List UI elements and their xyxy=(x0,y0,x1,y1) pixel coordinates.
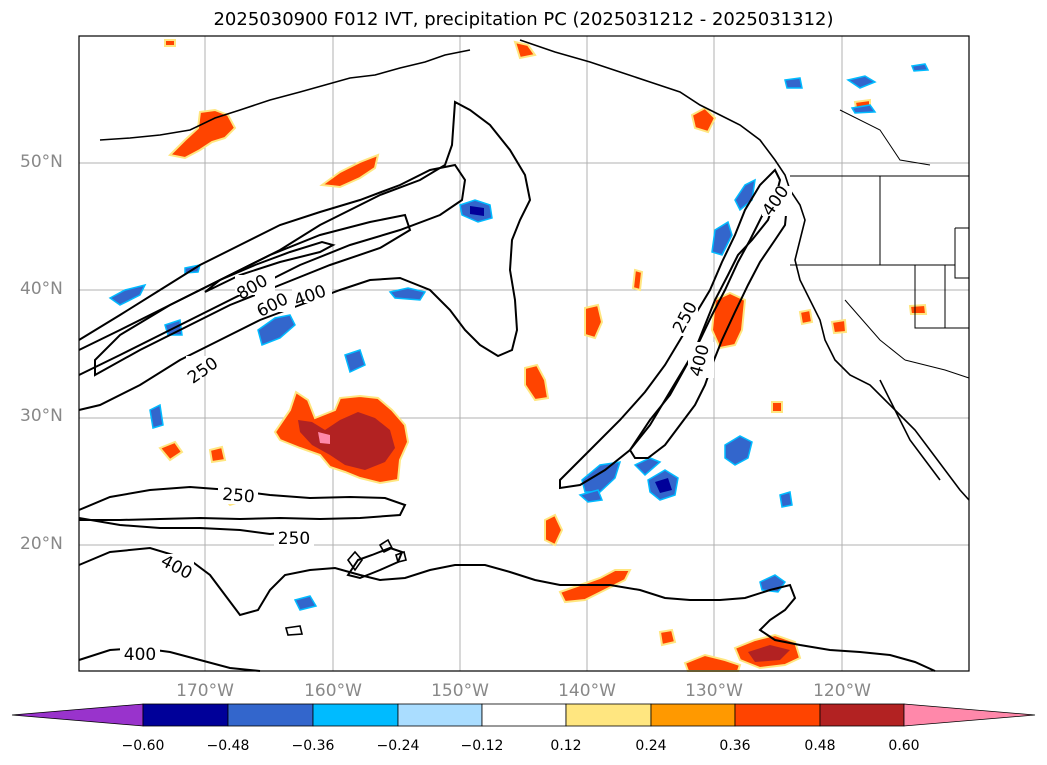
political-borders xyxy=(790,109,970,379)
colorbar-bin xyxy=(734,703,821,727)
contour-label-250: 250 xyxy=(278,529,310,549)
colorbar-bin xyxy=(819,703,905,727)
coastlines xyxy=(99,39,970,636)
lon-label-140w: 140°W xyxy=(558,681,616,701)
colorbar-tick: −0.60 xyxy=(121,738,165,754)
colorbar-tick: −0.36 xyxy=(291,738,335,754)
colorbar-extend-high xyxy=(903,703,1036,727)
colorbar-extend-low xyxy=(11,703,144,727)
aleutian-coast xyxy=(99,49,471,141)
lat-label-30n: 30°N xyxy=(20,406,63,426)
map-title: 2025030900 F012 IVT, precipitation PC (2… xyxy=(213,9,834,30)
colorbar-bin xyxy=(227,703,314,727)
lon-label-150w: 150°W xyxy=(431,681,489,701)
ivt-contour-800 xyxy=(204,240,336,293)
contour-label-400: 400 xyxy=(124,645,156,665)
precip-blob-nw xyxy=(167,108,237,160)
colorbar-tick: −0.12 xyxy=(460,738,504,754)
lon-label-170w: 170°W xyxy=(176,681,234,701)
precip-core-central xyxy=(298,412,395,470)
colorbar xyxy=(11,703,1036,727)
colorbar-bin xyxy=(397,703,483,727)
precip-positive-areas xyxy=(158,39,928,672)
contour-label-250: 250 xyxy=(221,485,255,508)
colorbar-bin xyxy=(312,703,399,727)
gridlines xyxy=(79,36,969,671)
ivt-contour-400-south xyxy=(78,546,936,672)
colorbar-bin xyxy=(142,703,229,727)
lat-label-50n: 50°N xyxy=(20,152,63,172)
colorbar-bin xyxy=(565,703,652,727)
colorbar-tick: 0.48 xyxy=(804,738,836,754)
map-background xyxy=(79,36,969,671)
precip-negative-areas xyxy=(108,63,930,611)
colorbar-tick: 0.60 xyxy=(888,738,920,754)
colorbar-tick: −0.48 xyxy=(206,738,250,754)
lat-label-20n: 20°N xyxy=(20,534,63,554)
ivt-contour-250-south xyxy=(78,485,407,521)
lat-label-40n: 40°N xyxy=(20,279,63,299)
ivt-contour-400-west xyxy=(78,163,467,376)
precip-pink-spot xyxy=(318,432,330,444)
lon-label-160w: 160°W xyxy=(304,681,362,701)
colorbar-tick: 0.36 xyxy=(719,738,751,754)
colorbar-bin xyxy=(650,703,736,727)
map-panel: 800 600 400 250 250 250 400 400 250 400 … xyxy=(78,35,970,672)
map-frame xyxy=(78,35,970,672)
colorbar-tick: 0.12 xyxy=(550,738,582,754)
contour-label-bg xyxy=(235,275,275,295)
ivt-contour-400-river xyxy=(628,193,789,459)
colorbar-tick: −0.24 xyxy=(376,738,420,754)
lon-label-130w: 130°W xyxy=(685,681,743,701)
baja-coast xyxy=(879,379,941,481)
colorbar-bin xyxy=(481,703,567,727)
ivt-contour-600 xyxy=(94,213,412,377)
lon-label-120w: 120°W xyxy=(813,681,871,701)
alaska-coast xyxy=(519,39,970,501)
colorbar-tick: 0.24 xyxy=(635,738,667,754)
ivt-contour-400-sw xyxy=(78,646,261,672)
